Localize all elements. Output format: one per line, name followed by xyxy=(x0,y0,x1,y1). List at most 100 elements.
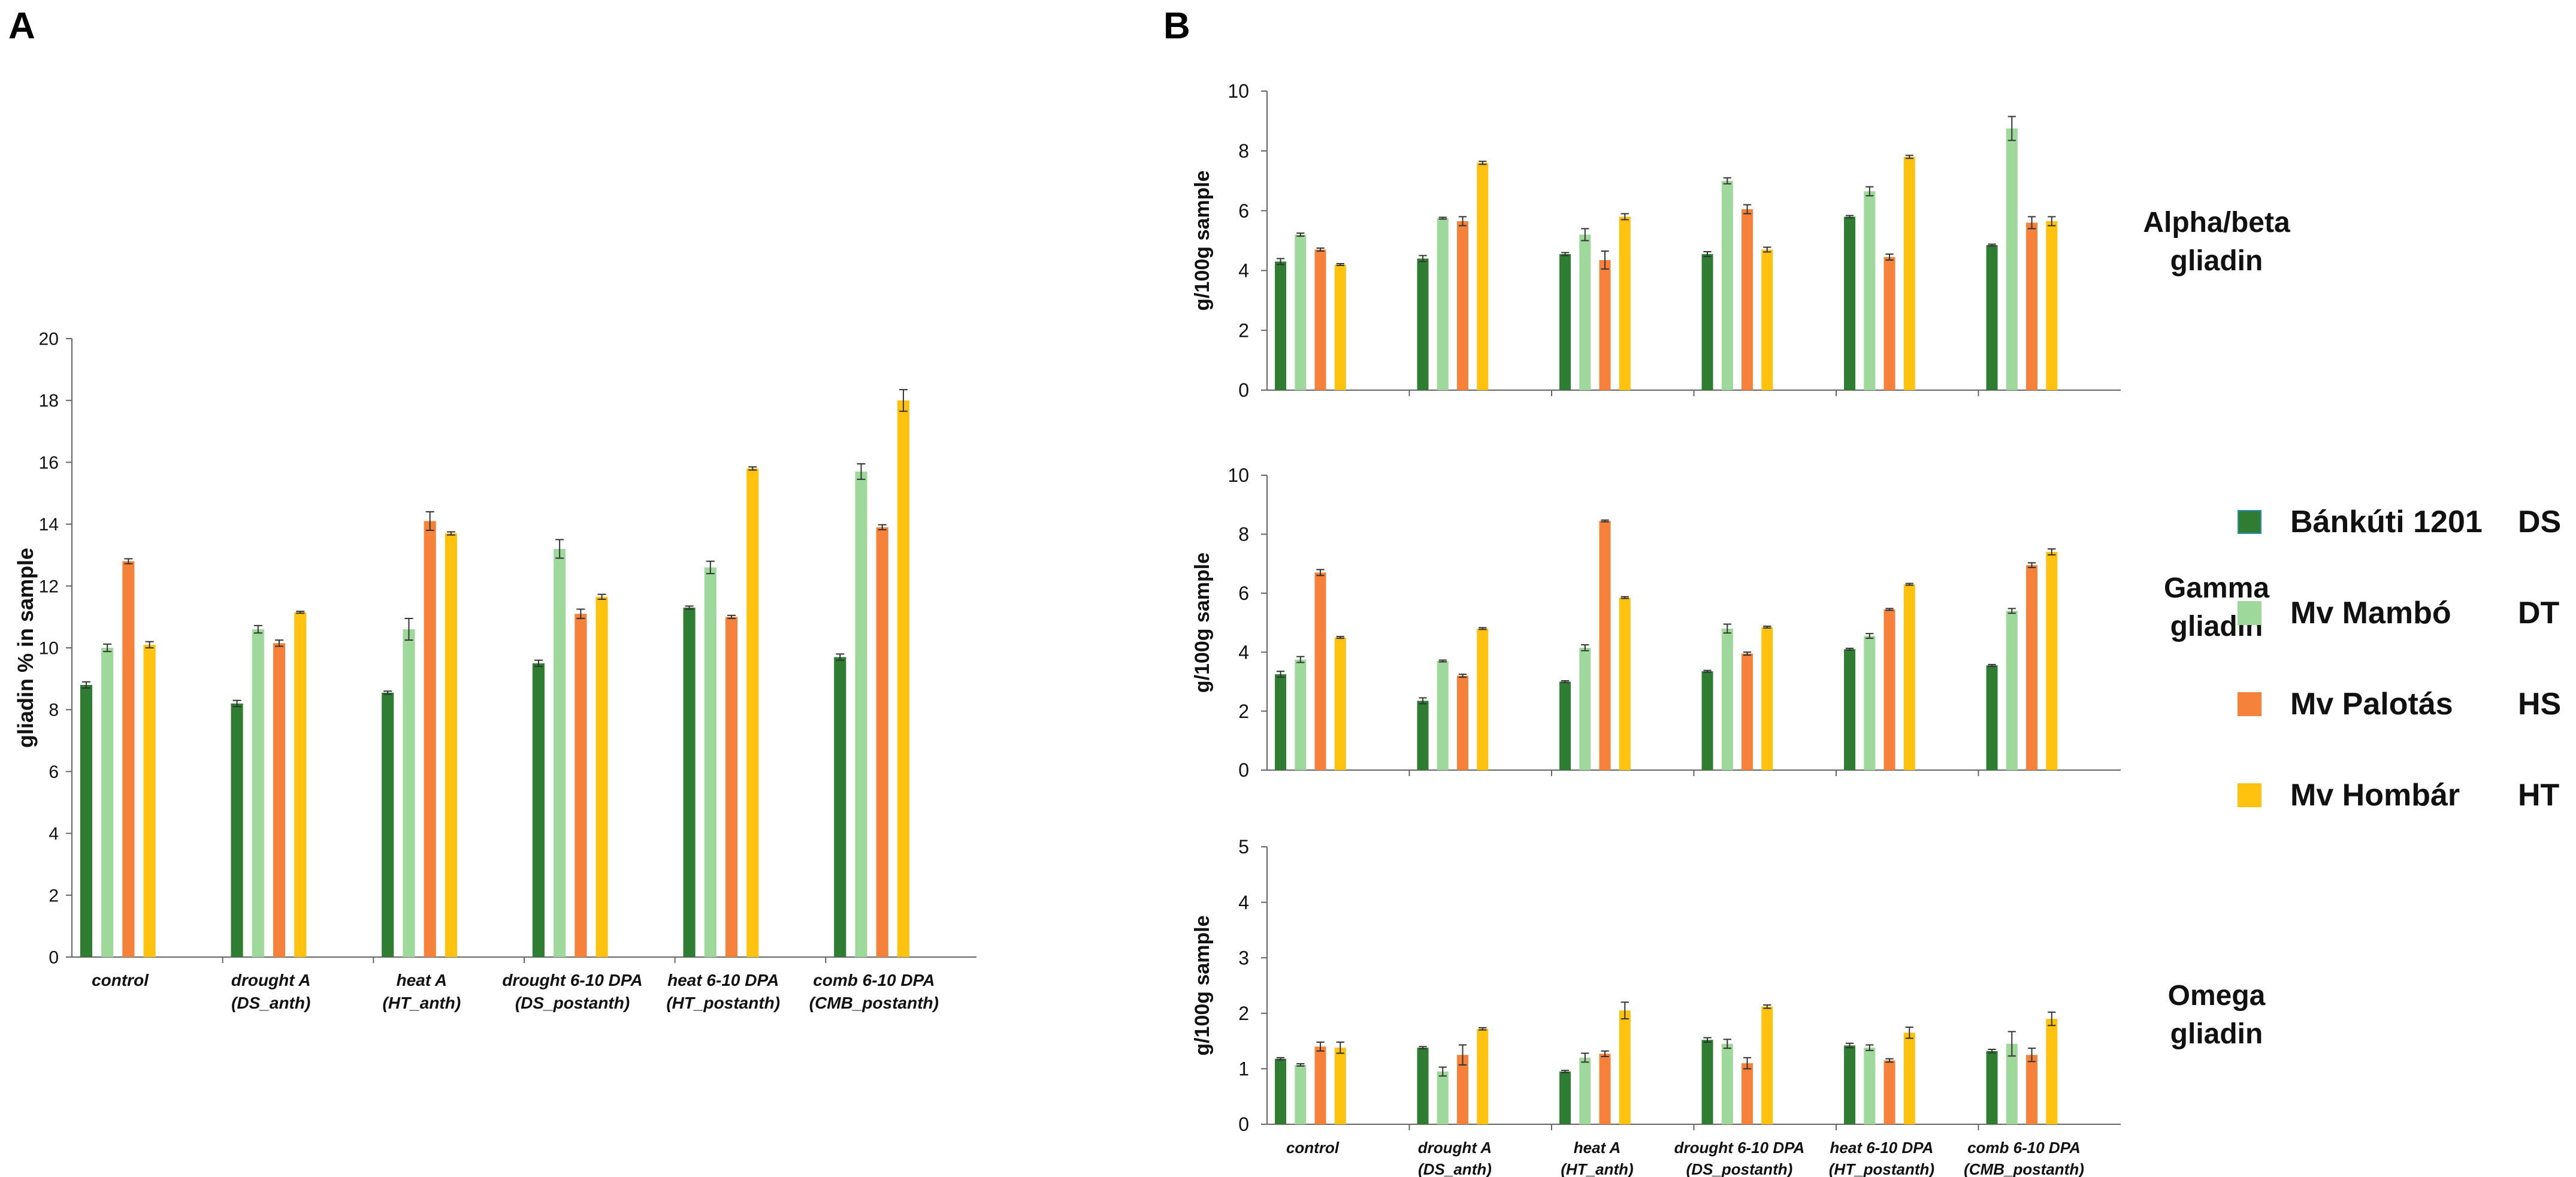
x-category-label: drought A xyxy=(1418,1139,1492,1157)
x-category-label: drought 6-10 DPA xyxy=(1674,1139,1805,1157)
x-category-label: (DS_anth) xyxy=(1418,1160,1492,1177)
y-tick-label: 10 xyxy=(39,639,59,659)
bar xyxy=(683,607,696,957)
bar xyxy=(1619,1010,1631,1124)
x-category-label: drought A xyxy=(231,971,311,989)
x-category-label: heat A xyxy=(1574,1139,1621,1157)
subplot-label-alpha-beta: Alpha/beta gliadin xyxy=(2109,204,2324,280)
legend-swatch-mambo xyxy=(2238,601,2261,625)
bar xyxy=(1437,1072,1449,1124)
bar xyxy=(1721,180,1733,390)
bar xyxy=(1883,609,1895,770)
y-tick-label: 6 xyxy=(1238,200,1249,222)
bar xyxy=(1579,1057,1591,1124)
y-tick-label: 4 xyxy=(49,824,59,844)
x-category-label: heat A xyxy=(397,971,448,989)
y-tick-label: 2 xyxy=(1238,1003,1249,1024)
x-category-label: (DS_postanth) xyxy=(1686,1160,1793,1177)
y-tick-label: 6 xyxy=(1238,583,1249,604)
y-tick-label: 8 xyxy=(1238,524,1249,545)
bar xyxy=(1844,216,1856,390)
bar xyxy=(1619,597,1631,770)
x-category-label: (HT_anth) xyxy=(383,994,461,1012)
legend-item-bankuti: Bánkúti 1201 DS xyxy=(2238,505,2562,539)
bar xyxy=(101,648,114,957)
bar xyxy=(532,663,545,957)
x-category-label: (DS_postanth) xyxy=(515,994,630,1012)
bar xyxy=(1314,572,1326,770)
bar xyxy=(1477,1028,1489,1124)
bar xyxy=(1295,1064,1307,1124)
legend-swatch-bankuti xyxy=(2238,510,2261,534)
bar xyxy=(1334,637,1346,770)
legend-item-mambo: Mv Mambó DT xyxy=(2238,596,2561,630)
bar xyxy=(2046,221,2058,390)
legend-swatch-hombar xyxy=(2238,783,2261,807)
legend-name-mambo: Mv Mambó xyxy=(2290,596,2451,630)
x-category-label: (DS_anth) xyxy=(231,994,310,1012)
x-category-label: (HT_anth) xyxy=(1561,1160,1633,1177)
legend-name-bankuti: Bánkúti 1201 xyxy=(2290,505,2483,539)
chart-B-omega: 0 1 2 3 4 5 g/100g sample control drought A (DS_a… xyxy=(1191,836,2121,1177)
bar xyxy=(1701,1040,1713,1124)
y-tick-label: 14 xyxy=(39,515,59,535)
bar xyxy=(2026,565,2038,770)
bar xyxy=(1417,701,1429,770)
y-tick-label: 4 xyxy=(1238,892,1249,913)
y-tick-label: 4 xyxy=(1238,641,1249,663)
bar xyxy=(424,521,436,957)
x-category-label: (HT_postanth) xyxy=(666,994,780,1012)
bar xyxy=(273,643,286,957)
bar xyxy=(2046,551,2058,770)
bar xyxy=(746,468,759,957)
panel-a-label: A xyxy=(8,5,35,47)
bar xyxy=(1559,681,1571,770)
bar xyxy=(1457,675,1469,770)
legend-swatch-palotas xyxy=(2238,692,2261,716)
bar xyxy=(725,617,738,957)
bar xyxy=(1721,1043,1733,1124)
y-tick-label: 8 xyxy=(1238,140,1249,162)
bar xyxy=(1457,221,1469,390)
bar xyxy=(1864,191,1876,390)
y-tick-label: 8 xyxy=(49,701,59,720)
bar xyxy=(1579,234,1591,390)
y-tick-label: 10 xyxy=(1227,80,1249,102)
subplot-label-omega: Omega gliadin xyxy=(2109,977,2324,1054)
y-axis-label: g/100g sample xyxy=(1191,553,1214,693)
bar xyxy=(1314,249,1326,390)
bar xyxy=(1844,1045,1856,1124)
y-tick-label: 12 xyxy=(39,577,59,596)
bar xyxy=(1883,1060,1895,1124)
bar xyxy=(855,471,867,957)
legend-code-palotas: HS xyxy=(2518,687,2562,722)
bar xyxy=(445,533,458,957)
bar xyxy=(1457,1055,1469,1124)
legend-code-bankuti: DS xyxy=(2518,505,2562,539)
bar xyxy=(2026,222,2038,390)
bar xyxy=(1986,665,1998,770)
bar xyxy=(1477,628,1489,770)
y-axis-label: g/100g sample xyxy=(1191,170,1214,310)
y-tick-label: 18 xyxy=(39,391,59,411)
y-tick-label: 3 xyxy=(1238,947,1249,968)
y-tick-label: 1 xyxy=(1238,1058,1249,1080)
y-tick-label: 0 xyxy=(1238,1113,1249,1135)
bar xyxy=(1295,234,1307,390)
y-tick-label: 6 xyxy=(49,762,59,782)
bar xyxy=(1701,671,1713,770)
bar xyxy=(1761,1006,1773,1124)
bar xyxy=(1761,249,1773,390)
legend-item-palotas: Mv Palotás HS xyxy=(2238,687,2562,722)
bar xyxy=(1986,245,1998,390)
y-tick-label: 10 xyxy=(1227,464,1249,486)
bar xyxy=(2006,611,2018,770)
bar xyxy=(1417,258,1429,390)
bar xyxy=(252,629,264,957)
x-category-label: (CMB_postanth) xyxy=(809,994,939,1012)
bar xyxy=(1721,628,1733,770)
bar xyxy=(1314,1046,1326,1124)
y-tick-label: 5 xyxy=(1238,836,1249,858)
y-axis-label: gliadin % in sample xyxy=(13,548,38,748)
bar xyxy=(1741,653,1753,770)
